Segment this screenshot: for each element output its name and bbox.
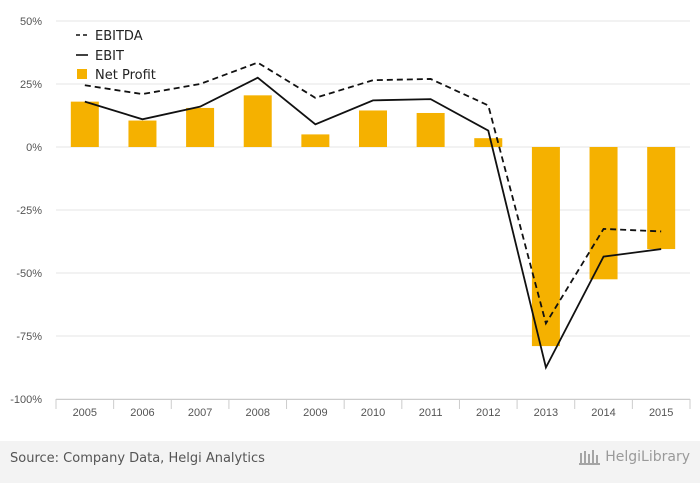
legend: EBITDA EBIT Net Profit xyxy=(76,29,156,83)
y-tick-label: -25% xyxy=(16,205,42,217)
x-tick-label: 2015 xyxy=(649,407,673,419)
legend-ebitda-label: EBITDA xyxy=(95,29,143,44)
series-lines xyxy=(84,61,662,371)
x-tick-label: 2009 xyxy=(303,407,327,419)
ebitda-line xyxy=(84,61,662,326)
y-tick-label: 50% xyxy=(20,16,42,28)
net-profit-bar xyxy=(243,95,272,147)
ebit-line xyxy=(84,76,662,371)
net-profit-bar xyxy=(474,138,503,147)
net-profit-bar xyxy=(531,147,560,347)
x-axis: 2005 2006 2007 2008 2009 2010 2011 2012 2013 2014… xyxy=(55,399,691,419)
y-tick-label: 25% xyxy=(20,79,42,91)
y-tick-label: -100% xyxy=(10,394,42,406)
net-profit-bars xyxy=(70,95,676,347)
x-tick-label: 2012 xyxy=(476,407,500,419)
footer: Source: Company Data, Helgi Analytics He… xyxy=(0,441,700,483)
source-note: Source: Company Data, Helgi Analytics xyxy=(10,451,265,466)
net-profit-bar xyxy=(186,107,215,147)
y-tick-label: 0% xyxy=(26,142,42,154)
net-profit-bar xyxy=(589,147,618,280)
net-profit-bar xyxy=(301,134,330,147)
x-tick-label: 2007 xyxy=(188,407,212,419)
y-tick-label: -75% xyxy=(16,331,42,343)
legend-net-profit-label: Net Profit xyxy=(95,68,156,83)
x-tick-label: 2006 xyxy=(130,407,154,419)
y-tick-label: -50% xyxy=(16,268,42,280)
x-tick-label: 2005 xyxy=(73,407,97,419)
net-profit-bar xyxy=(70,101,99,147)
brand-logo[interactable]: HelgiLibrary xyxy=(579,449,690,465)
library-icon xyxy=(579,450,601,465)
x-tick-label: 2010 xyxy=(361,407,385,419)
net-profit-bar xyxy=(416,112,445,147)
x-tick-label: 2011 xyxy=(419,407,443,419)
net-profit-bar xyxy=(359,110,387,147)
legend-net-profit-swatch xyxy=(77,69,87,79)
chart: 50%25%0%-25%-50%-75%-100% 2005 2006 2007 20… xyxy=(10,16,691,419)
brand-name: HelgiLibrary xyxy=(605,449,690,465)
x-tick-label: 2013 xyxy=(534,407,558,419)
net-profit-bar xyxy=(128,120,157,147)
legend-ebit-label: EBIT xyxy=(95,49,124,64)
net-profit-bar xyxy=(647,147,676,250)
y-axis: 50% 25% 0% -25% -50% -75% -100% xyxy=(10,16,42,406)
x-tick-label: 2008 xyxy=(245,407,269,419)
x-tick-label: 2014 xyxy=(591,407,615,419)
